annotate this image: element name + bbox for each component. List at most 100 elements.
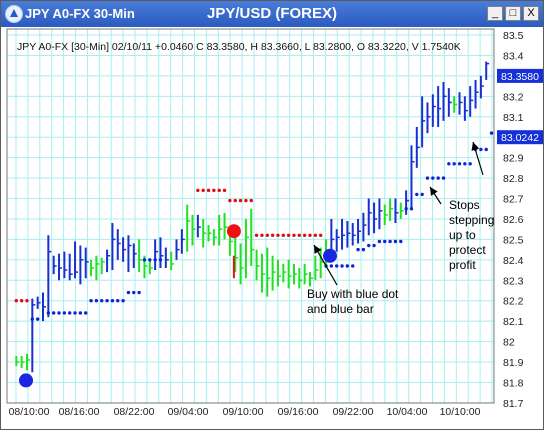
stop-dot-blue (399, 239, 403, 244)
title-bar[interactable]: JPY A0-FX 30-Min JPY/USD (FOREX) _ □ X (1, 1, 543, 27)
price-bar (260, 253, 265, 293)
price-bar (250, 208, 255, 266)
window-title: JPY A0-FX 30-Min (25, 6, 135, 21)
stop-dot-blue (367, 243, 371, 248)
stop-dot-blue (100, 299, 104, 303)
price-bar (282, 263, 287, 283)
price-bar (63, 251, 68, 279)
x-tick-label: 09/04:00 (168, 406, 209, 418)
y-tick-label: 81.9 (503, 357, 524, 369)
stop-dot-blue (62, 311, 67, 315)
price-bar (303, 263, 308, 285)
price-bar (31, 298, 36, 373)
price-bar (42, 292, 46, 322)
y-tick-label: 81.8 (503, 377, 524, 389)
stop-dot-blue (377, 239, 382, 244)
price-bar (437, 86, 442, 127)
buy-signal-dot (323, 248, 338, 263)
last-price-tag: 83.3580 (497, 68, 543, 83)
price-bar (239, 243, 244, 285)
price-bar (159, 237, 164, 269)
price-bar (79, 245, 84, 285)
price-bar (100, 257, 105, 275)
stop-dot-red (201, 188, 205, 193)
stop-dot-red (297, 233, 302, 238)
stop-dot-blue (51, 311, 56, 315)
price-bar (116, 229, 121, 260)
price-bar (298, 268, 303, 289)
price-bar (314, 255, 319, 281)
price-bar (463, 96, 468, 121)
price-bar (74, 241, 79, 279)
price-bar (90, 259, 95, 277)
x-tick-label: 08/16:00 (59, 406, 100, 418)
y-tick-label: 81.7 (503, 398, 524, 410)
price-bar (127, 235, 132, 273)
price-chart[interactable]: 83.583.483.383.283.18382.982.882.782.682… (1, 28, 543, 429)
price-bar (271, 255, 276, 291)
price-bar (309, 272, 313, 287)
x-tick-label: 10/10:00 (440, 406, 481, 418)
stop-price-tag: 83.0242 (497, 130, 543, 145)
stop-dot-blue (409, 207, 414, 211)
stop-dot-red (14, 299, 18, 303)
price-bar (218, 214, 223, 246)
minimize-button[interactable]: _ (487, 6, 503, 21)
price-bar (266, 247, 271, 297)
price-bar (341, 218, 346, 250)
stop-dot-red (281, 233, 285, 238)
stop-dot-blue (94, 299, 99, 303)
stop-dot-blue (468, 162, 472, 166)
price-bar (485, 61, 490, 80)
stop-dot-blue (132, 290, 136, 295)
price-bar (405, 190, 410, 215)
stop-dot-blue (142, 258, 147, 262)
price-bar (196, 214, 201, 238)
price-bar (351, 223, 356, 246)
price-bar (453, 96, 458, 113)
stop-dot-blue (57, 311, 61, 315)
stop-dot-red (308, 233, 312, 238)
stop-dot-blue (351, 264, 355, 268)
annotation-buy-line: Buy with blue dot (307, 287, 399, 301)
price-bar (276, 259, 281, 287)
stop-dot-red (260, 233, 264, 238)
annotation-stops: Stops stepping up to protect profit (449, 198, 494, 273)
sell-signal-dot (226, 224, 241, 239)
x-tick-label: 09/22:00 (333, 406, 374, 418)
stop-dot-blue (436, 176, 440, 180)
stop-dot-blue (383, 239, 387, 244)
price-bar (164, 247, 169, 269)
x-tick-label: 08/10:00 (9, 406, 50, 418)
app-icon (5, 5, 23, 23)
stop-dot-blue (345, 264, 350, 268)
price-bar (335, 229, 340, 252)
price-bar (223, 212, 228, 240)
close-button[interactable]: X (523, 6, 539, 21)
stop-dot-blue (388, 239, 392, 244)
stop-dot-red (286, 233, 291, 238)
price-bar (389, 198, 394, 222)
price-bar (362, 212, 367, 242)
annotation-buy-line: and blue bar (307, 302, 374, 316)
price-bar (212, 229, 217, 246)
stop-dot-blue (137, 290, 141, 295)
maximize-button[interactable]: □ (505, 6, 521, 21)
y-axis: 83.583.483.383.283.18382.982.882.782.682… (503, 30, 524, 410)
price-bar (52, 255, 57, 275)
stop-dot-red (292, 233, 296, 238)
price-bar (399, 202, 404, 219)
price-bar (292, 263, 297, 285)
stop-dot-blue (431, 176, 435, 180)
price-bar (191, 214, 196, 246)
stop-dot-blue (158, 258, 163, 262)
stop-dot-blue (116, 299, 120, 303)
y-tick-label: 83.4 (503, 50, 524, 62)
price-bar (122, 237, 127, 262)
stop-dot-blue (372, 243, 376, 248)
price-bar (84, 247, 89, 279)
stop-price-tag-text: 83.0242 (501, 132, 539, 144)
price-bar (415, 126, 420, 168)
price-bar (36, 296, 41, 309)
